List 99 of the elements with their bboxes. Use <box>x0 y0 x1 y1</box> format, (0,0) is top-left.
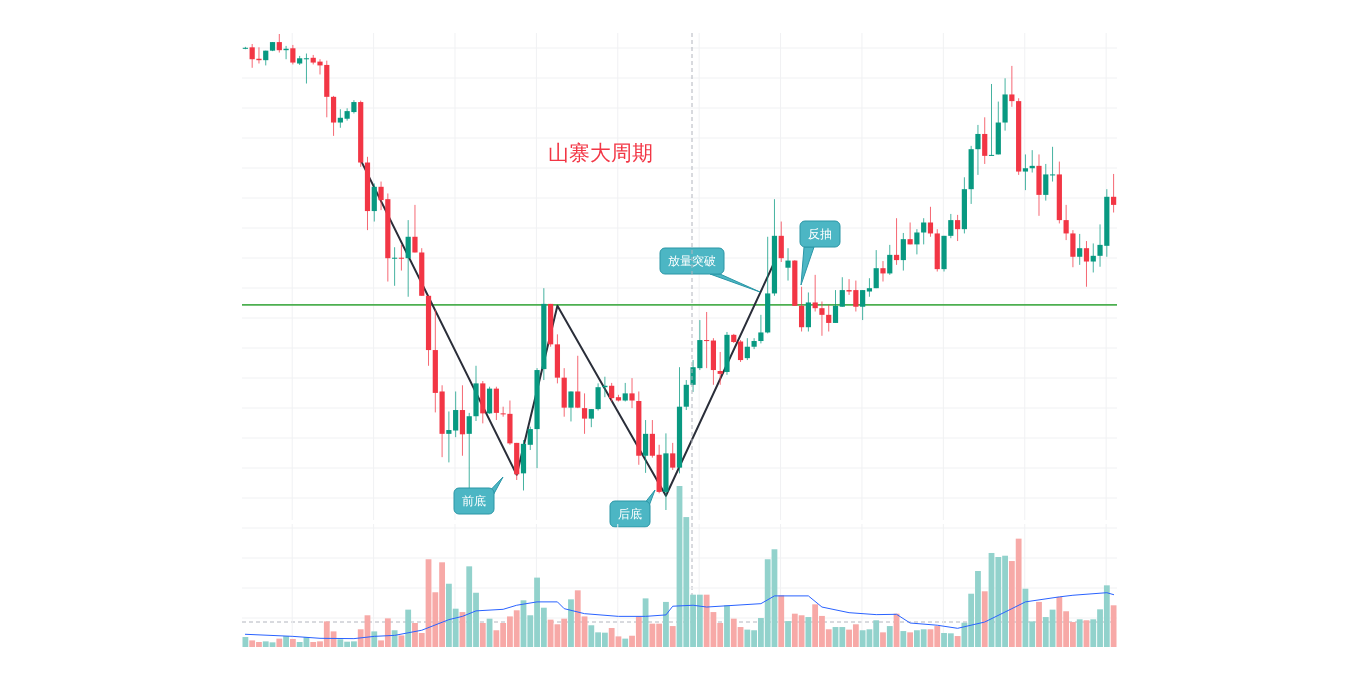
candlestick <box>446 410 452 463</box>
callout: 后底 <box>609 489 656 528</box>
candlestick <box>1083 240 1090 288</box>
candlestick <box>744 337 750 361</box>
annotation: 放量突破 <box>668 254 716 268</box>
candlestick <box>290 44 296 65</box>
bar <box>785 621 791 647</box>
bar <box>981 591 988 647</box>
candlestick <box>812 274 818 313</box>
candlestick <box>826 304 832 332</box>
candlestick <box>453 390 459 438</box>
bar <box>886 626 893 647</box>
candlestick <box>914 228 920 255</box>
candlestick <box>988 83 995 157</box>
candlestick <box>955 214 961 242</box>
candlestick <box>412 204 418 253</box>
candlestick <box>717 351 723 386</box>
candlestick <box>405 219 411 298</box>
bar <box>276 638 283 647</box>
annotation: 反抽 <box>808 227 832 241</box>
candlestick <box>1049 146 1056 183</box>
candlestick <box>500 406 506 418</box>
bar <box>1110 605 1117 647</box>
annotation: 后底 <box>618 507 642 521</box>
bar <box>724 605 730 647</box>
candlestick <box>927 206 934 238</box>
bar <box>900 631 907 647</box>
candlestick <box>832 289 839 324</box>
candlestick <box>1063 204 1069 241</box>
candlestick <box>778 221 784 263</box>
candlestick <box>737 339 744 363</box>
bar <box>907 632 914 647</box>
bar <box>568 599 574 647</box>
bar <box>1076 619 1083 647</box>
bar <box>778 595 785 647</box>
candlestick <box>670 442 676 471</box>
bar <box>805 617 812 647</box>
annotation: 前底 <box>462 494 486 508</box>
candlestick <box>1070 229 1076 268</box>
candlestick <box>839 276 845 308</box>
candlestick <box>887 244 893 276</box>
bar <box>479 623 486 647</box>
candlestick <box>860 289 866 321</box>
candlestick <box>1043 163 1049 202</box>
bar <box>669 626 676 647</box>
bar <box>954 636 961 647</box>
text: 山寨大周期 <box>547 141 653 164</box>
candlestick <box>466 412 472 489</box>
candlestick <box>1009 65 1015 108</box>
candlestick <box>575 355 581 409</box>
candlestick <box>683 379 689 411</box>
bar <box>371 631 378 647</box>
bar <box>398 635 405 647</box>
candlestick <box>595 382 601 412</box>
bar <box>405 609 412 647</box>
candlestick <box>948 213 954 239</box>
bar <box>283 636 289 647</box>
bar <box>622 638 629 647</box>
candlestick <box>249 43 255 69</box>
bar <box>289 638 296 647</box>
candlestick <box>392 246 398 287</box>
candlestick <box>588 408 594 428</box>
candlestick <box>975 124 981 176</box>
bar <box>663 601 669 647</box>
callout: 放量突破 <box>659 247 761 293</box>
candlestick <box>873 249 879 289</box>
candlestick <box>642 419 649 474</box>
bar <box>880 632 886 647</box>
candlestick <box>568 390 574 422</box>
candlestick <box>982 116 988 165</box>
candlestick <box>303 53 310 84</box>
candlestick <box>276 33 282 54</box>
candlestick <box>798 286 805 332</box>
candlestick <box>704 311 710 369</box>
candlestick <box>398 244 404 272</box>
bar <box>1036 601 1042 647</box>
candlestick <box>1077 233 1083 266</box>
candlestick <box>758 314 764 344</box>
bar <box>391 630 398 647</box>
candlestick <box>880 260 886 283</box>
candlestick <box>785 247 791 282</box>
bar <box>242 637 249 647</box>
candlestick <box>921 217 927 245</box>
candlestick <box>649 419 655 459</box>
candlestick <box>337 108 343 129</box>
candlestick <box>581 392 588 435</box>
candlestick <box>893 217 900 266</box>
candlestick <box>900 232 906 272</box>
callout: 反抽 <box>799 220 841 286</box>
candlestick <box>609 382 615 402</box>
candlestick <box>866 277 873 298</box>
callout: 前底 <box>453 476 504 515</box>
candlestick <box>751 337 757 350</box>
candlestick <box>527 426 533 451</box>
candlestick <box>819 301 825 337</box>
candlestick <box>1111 173 1117 213</box>
candlestick <box>1090 242 1096 273</box>
candlestick <box>1022 153 1029 191</box>
candlestick <box>629 377 635 409</box>
